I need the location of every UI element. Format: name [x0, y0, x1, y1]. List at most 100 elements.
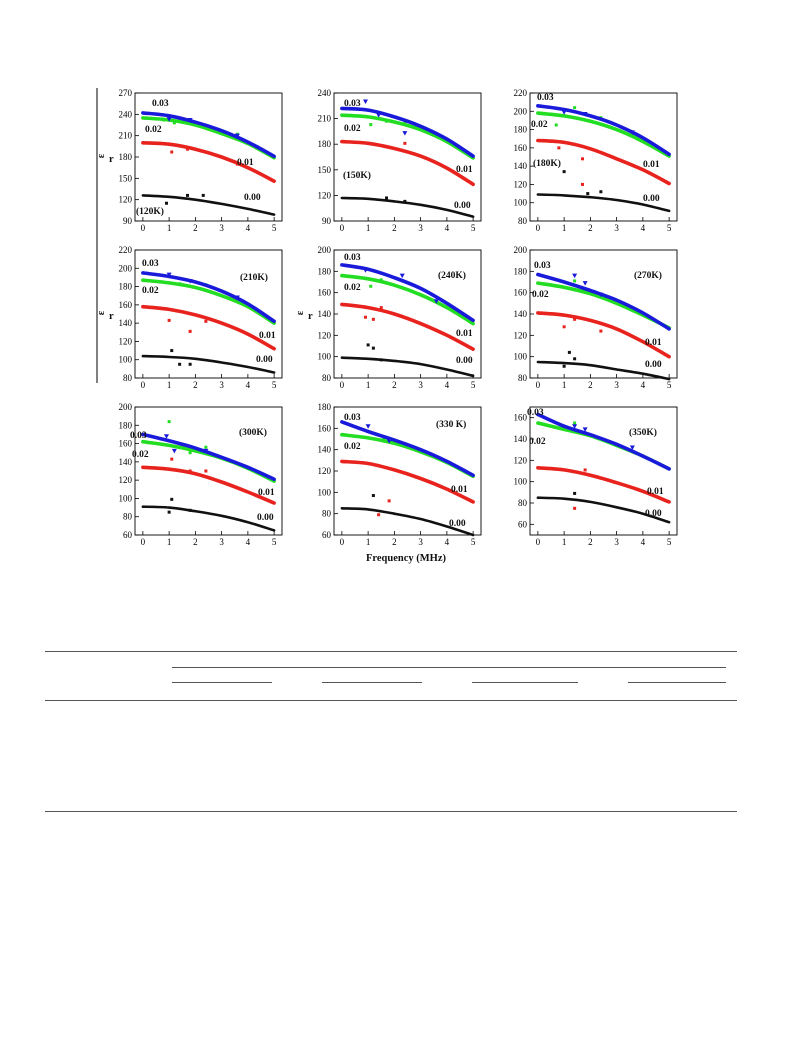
- series-label-0-02: 0.02: [532, 290, 549, 300]
- y-tick-label: 160: [119, 439, 133, 449]
- data-point: [376, 113, 382, 118]
- data-point: [629, 445, 635, 451]
- x-tick-label: 0: [141, 380, 146, 390]
- y-tick-label: 100: [514, 198, 528, 208]
- data-point: [363, 99, 368, 105]
- y-axis-title-middle2: ε: [295, 310, 306, 315]
- y-tick-label: 120: [318, 190, 332, 200]
- x-tick-label: 5: [471, 223, 476, 233]
- y-tick-label: 100: [514, 352, 528, 362]
- chart-panel: 0 1 2 3 4 5 80 100 120 140 160 180 200 0.00 0.01 0.02 0.…: [318, 245, 482, 390]
- data-point: [377, 513, 381, 517]
- data-point: [582, 112, 588, 117]
- x-tick-label: 2: [392, 537, 397, 547]
- x-tick-label: 0: [340, 537, 345, 547]
- data-point: [562, 364, 566, 368]
- data-point: [386, 439, 392, 444]
- x-tick-label: 2: [588, 380, 593, 390]
- x-tick-label: 0: [340, 223, 345, 233]
- plot-frame: [529, 92, 678, 222]
- series-label-0-02: 0.02: [142, 286, 159, 296]
- table-group-rule-1: [172, 682, 272, 683]
- y-tick-label: 100: [318, 352, 332, 362]
- data-point: [171, 448, 177, 454]
- series-label-0-02: 0.02: [344, 283, 361, 293]
- y-tick-label: 100: [119, 355, 133, 365]
- data-point: [178, 282, 182, 286]
- data-point: [167, 420, 171, 424]
- temperature-label: (150K): [343, 170, 371, 181]
- series-line-0-03: [340, 420, 475, 478]
- data-point: [170, 457, 174, 461]
- y-tick-label: 240: [119, 109, 133, 119]
- x-tick-label: 3: [219, 223, 224, 233]
- temperature-label: (330 K): [436, 419, 466, 430]
- data-point: [170, 497, 174, 501]
- series-label-0-00: 0.00: [454, 201, 471, 211]
- y-tick-label: 120: [119, 336, 133, 346]
- y-tick-label: 140: [318, 309, 332, 319]
- y-tick-label: 120: [119, 475, 133, 485]
- series-label-0-00: 0.00: [257, 513, 274, 523]
- data-point: [379, 358, 383, 362]
- series-line-0-01: [536, 311, 671, 359]
- data-point: [573, 506, 577, 510]
- series-label-0-00: 0.00: [449, 519, 466, 529]
- data-point: [162, 118, 166, 122]
- series-line-0-00: [141, 354, 276, 374]
- data-point: [573, 357, 577, 361]
- y-axis-title-top: ε: [96, 153, 107, 158]
- y-axis-title-middle: ε: [96, 310, 107, 315]
- series-line-0-01: [141, 304, 276, 351]
- y-tick-label: 120: [318, 466, 332, 476]
- x-tick-label: 4: [445, 380, 450, 390]
- y-tick-label: 60: [322, 530, 332, 540]
- plot-frame: [134, 406, 283, 536]
- y-tick-label: 100: [318, 487, 332, 497]
- y-tick-label: 90: [322, 216, 332, 226]
- x-tick-label: 2: [392, 223, 397, 233]
- data-point: [581, 182, 584, 186]
- series-line-0-01: [536, 138, 671, 186]
- y-tick-label: 90: [123, 216, 133, 226]
- data-point: [573, 317, 577, 321]
- y-tick-label: 160: [514, 143, 528, 153]
- x-tick-label: 1: [167, 380, 172, 390]
- x-tick-label: 4: [641, 380, 646, 390]
- series-line-0-02: [536, 111, 671, 158]
- temperature-label: (270K): [634, 270, 662, 281]
- series-label-0-00: 0.00: [645, 360, 662, 370]
- x-tick-label: 4: [246, 537, 251, 547]
- series-label-0-01: 0.01: [645, 338, 662, 348]
- data-point: [379, 306, 383, 310]
- data-point: [369, 284, 373, 288]
- y-tick-label: 120: [514, 179, 528, 189]
- series-label-0-01: 0.01: [259, 331, 276, 341]
- chart-panel: 0 1 2 3 4 5 80 100 120 140 160 180 200 220 0.00 0.01 0.0…: [119, 245, 283, 390]
- series-line-0-03: [141, 432, 276, 481]
- data-point: [379, 278, 383, 282]
- y-tick-label: 180: [318, 266, 332, 276]
- y-tick-label: 220: [514, 88, 528, 98]
- y-tick-label: 200: [514, 245, 528, 255]
- series-line-0-01: [340, 302, 475, 351]
- x-tick-label: 3: [418, 537, 423, 547]
- data-point: [586, 192, 590, 196]
- x-tick-label: 5: [667, 223, 672, 233]
- series-line-0-00: [141, 505, 276, 532]
- data-point: [573, 491, 577, 495]
- y-tick-label: 140: [119, 318, 133, 328]
- series-line-0-03: [340, 106, 475, 158]
- dielectric-constant-figure: 0 1 2 3 4 5901201501802102402700.000.010.020.…: [96, 88, 678, 564]
- x-tick-label: 0: [536, 380, 541, 390]
- y-tick-label: 60: [123, 530, 133, 540]
- data-point: [387, 499, 391, 503]
- data-point: [385, 145, 388, 149]
- data-point: [371, 494, 375, 498]
- series-line-0-01: [340, 139, 475, 187]
- y-tick-label: 60: [518, 519, 528, 529]
- data-point: [188, 329, 192, 333]
- data-point: [172, 121, 176, 125]
- y-tick-label: 150: [119, 173, 133, 183]
- series-line-0-03: [536, 272, 671, 331]
